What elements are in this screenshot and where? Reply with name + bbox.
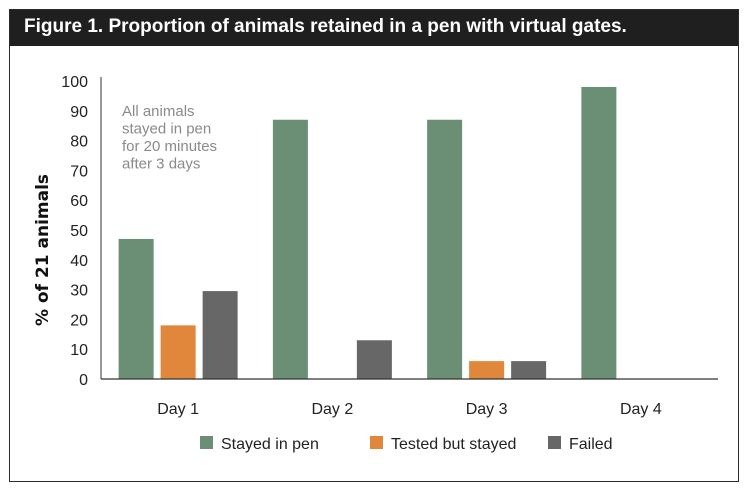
y-tick-label: 60	[70, 193, 88, 210]
legend-label: Tested but stayed	[391, 436, 516, 453]
x-axis: Day 1 Day 2 Day 3 Day 4	[101, 378, 718, 418]
y-tick-label: 30	[70, 283, 88, 300]
figure-title-bar: Figure 1. Proportion of animals retained…	[10, 10, 738, 46]
y-tick-label: 100	[61, 74, 88, 91]
y-tick-label: 50	[70, 223, 88, 240]
x-tick-label: Day 3	[466, 401, 508, 418]
annotation-line: stayed in pen	[122, 121, 211, 138]
legend-label: Stayed in pen	[221, 436, 319, 453]
y-tick-label: 0	[79, 372, 88, 389]
bar-tested-but-stayed-day-1	[160, 325, 196, 379]
annotation-line: All animals	[122, 103, 195, 120]
legend-label: Failed	[569, 436, 613, 453]
x-tick-label: Day 1	[157, 401, 199, 418]
annotation-line: after 3 days	[122, 156, 200, 173]
bar-failed-day-2	[356, 340, 392, 379]
bar-stayed-in-pen-day-1	[118, 238, 154, 379]
bar-stayed-in-pen-day-3	[427, 119, 463, 380]
bar-tested-but-stayed-day-3	[469, 361, 505, 379]
y-tick-label: 20	[70, 312, 88, 329]
y-tick-label: 90	[70, 104, 88, 121]
bar-failed-day-3	[511, 361, 547, 379]
y-axis: 0 10 20 30 40 50 60 70 80 90 100	[61, 74, 102, 389]
y-tick-label: 70	[70, 163, 88, 180]
bar-stayed-in-pen-day-2	[272, 119, 308, 380]
y-tick-label: 80	[70, 134, 88, 151]
chart-legend: Stayed in pen Tested but stayed Failed	[200, 436, 613, 453]
x-tick-label: Day 4	[620, 401, 662, 418]
bar-failed-day-1	[202, 291, 238, 379]
x-tick-label: Day 2	[311, 401, 353, 418]
legend-swatch-tested-but-stayed	[370, 436, 383, 449]
figure-title: Figure 1. Proportion of animals retained…	[24, 16, 627, 37]
y-tick-label: 40	[70, 253, 88, 270]
legend-swatch-stayed-in-pen	[200, 436, 213, 449]
annotation-line: for 20 minutes	[122, 138, 217, 155]
y-tick-label: 10	[70, 342, 88, 359]
y-axis-label: % of 21 animals	[33, 174, 53, 326]
chart-bars	[118, 86, 617, 380]
bar-stayed-in-pen-day-4	[581, 86, 617, 380]
legend-swatch-failed	[548, 436, 561, 449]
